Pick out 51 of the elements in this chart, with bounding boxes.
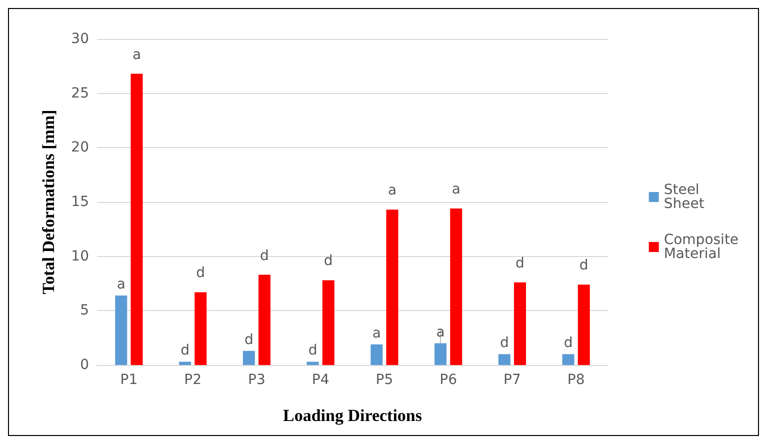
bar [322,280,334,365]
data-label: d [180,342,190,359]
x-tick-label: P3 [248,372,266,388]
data-label: d [516,255,524,272]
data-label: a [372,325,381,342]
bar [578,284,590,365]
x-tick-label: P8 [567,372,585,388]
legend-label: Steel Sheet [664,182,705,212]
bar [306,362,319,365]
bar [498,354,510,365]
x-axis-title: Loading Directions [282,406,422,425]
bar [242,350,255,365]
data-label: d [500,335,509,352]
data-label: d [324,253,333,270]
data-label: d [579,258,588,274]
data-label: d [244,332,254,348]
y-tick-label: 0 [80,357,89,373]
bar [386,210,398,365]
bar [194,292,207,365]
y-tick-label: 15 [71,194,89,210]
x-tick-label: P2 [184,372,202,388]
y-tick-label: 20 [71,140,89,156]
y-tick-label: 30 [71,31,89,47]
data-label: d [260,248,269,264]
x-tick-label: P5 [376,372,394,388]
x-tick-label: P7 [504,372,521,388]
data-label: d [196,265,206,282]
data-label: a [452,182,460,198]
bar [434,343,447,365]
data-label: a [132,46,142,63]
bar [514,282,526,365]
data-label: d [564,335,573,352]
x-tick-label: P6 [440,372,458,388]
y-axis-title: Total Deformations [mm] [39,110,58,294]
y-tick-label: 5 [80,302,89,319]
data-label: a [116,276,126,292]
data-label: a [436,324,445,340]
bar [258,274,270,365]
x-tick-label: P4 [312,372,330,388]
bar [179,362,192,365]
x-tick-label: P1 [120,372,138,388]
bar [370,344,383,365]
data-label: a [388,182,397,199]
bar [115,295,128,365]
y-tick-label: 10 [71,248,89,264]
y-tick-label: 25 [71,85,89,102]
legend-label: Composite Material [664,232,744,262]
bar [130,74,143,365]
bar [562,354,574,365]
data-label: d [308,342,318,359]
bar [450,208,462,365]
